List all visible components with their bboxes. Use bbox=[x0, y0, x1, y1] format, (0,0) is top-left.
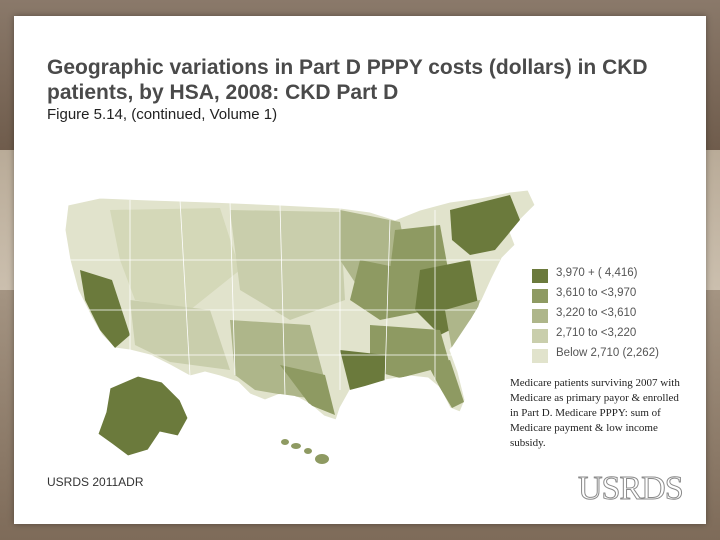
region-south-texas bbox=[280, 365, 335, 415]
region-florida bbox=[428, 360, 464, 408]
slide-title: Geographic variations in Part D PPPY cos… bbox=[47, 56, 648, 104]
legend-label: 3,970 + ( 4,416) bbox=[556, 267, 638, 279]
legend-item: Below 2,710 (2,262) bbox=[532, 347, 702, 363]
region-plains bbox=[230, 210, 345, 320]
region-carolinas bbox=[445, 300, 480, 350]
region-midwest-central bbox=[350, 260, 430, 320]
contiguous-us bbox=[64, 189, 536, 421]
legend-swatch bbox=[532, 289, 548, 303]
region-california bbox=[80, 270, 130, 348]
region-gulf-coast bbox=[340, 350, 385, 390]
source-label: USRDS 2011ADR bbox=[47, 475, 144, 489]
region-northeast bbox=[450, 195, 520, 255]
legend-item: 3,220 to <3,610 bbox=[532, 307, 702, 323]
usrds-logo: USRDS bbox=[578, 470, 685, 508]
alaska bbox=[97, 375, 189, 457]
legend-swatch bbox=[532, 349, 548, 363]
footnote: Medicare patients surviving 2007 with Me… bbox=[510, 377, 680, 449]
legend-item: 2,710 to <3,220 bbox=[532, 327, 702, 343]
legend-label: Below 2,710 (2,262) bbox=[556, 347, 659, 359]
state-borders bbox=[65, 199, 500, 396]
legend-swatch bbox=[532, 309, 548, 323]
legend-swatch bbox=[532, 329, 548, 343]
legend-label: 3,610 to <3,970 bbox=[556, 287, 637, 299]
hawaii bbox=[281, 439, 329, 464]
legend-label: 2,710 to <3,220 bbox=[556, 327, 637, 339]
legend-item: 3,610 to <3,970 bbox=[532, 287, 702, 303]
figure-subtitle: Figure 5.14, (continued, Volume 1) bbox=[47, 106, 278, 123]
legend-swatch bbox=[532, 269, 548, 283]
legend-item: 3,970 + ( 4,416) bbox=[532, 267, 702, 283]
legend-label: 3,220 to <3,610 bbox=[556, 307, 637, 319]
region-mountain-west bbox=[110, 208, 240, 310]
region-southwest bbox=[130, 300, 230, 370]
us-hsa-map bbox=[64, 189, 536, 464]
